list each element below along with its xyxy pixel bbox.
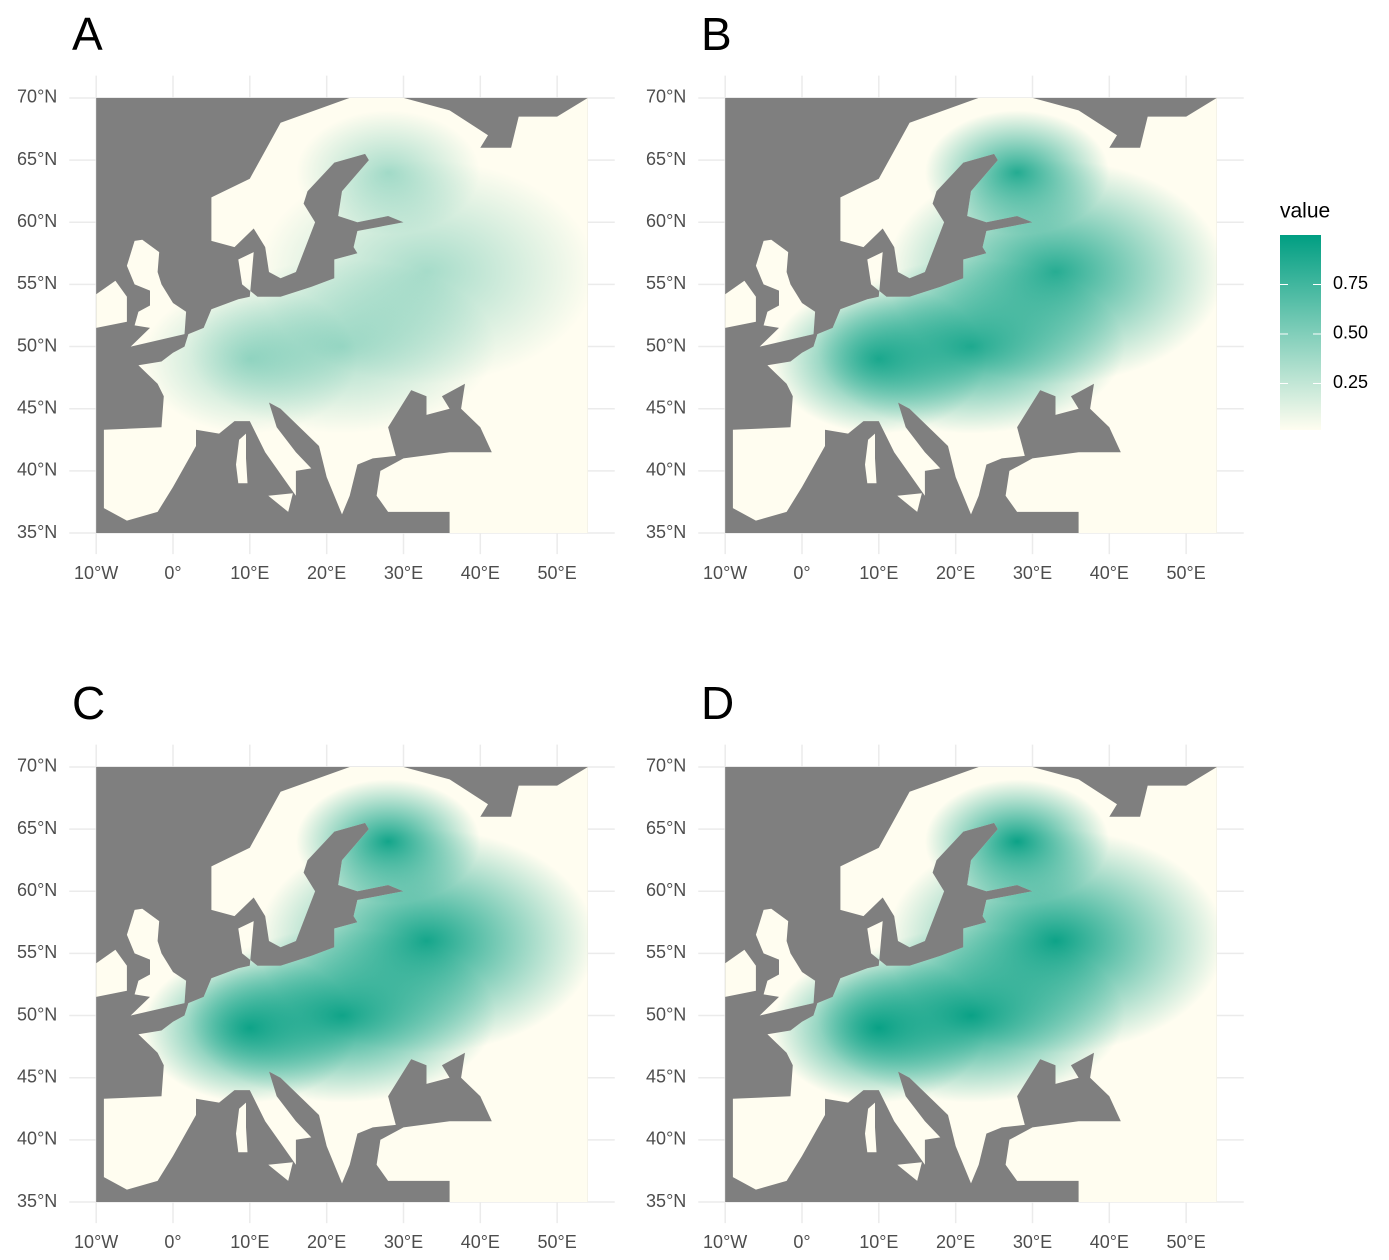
y-tick-label: 35°N [646, 522, 686, 542]
map-panel: C 35°N 40°N 45°N 50°N 55°N 60°N 65°N 70°N 10°W 0° 1… [17, 677, 615, 1252]
y-tick-label: 55°N [646, 273, 686, 293]
x-tick-label: 20°E [936, 1232, 975, 1252]
x-tick-label: 20°E [936, 563, 975, 583]
x-tick-label: 0° [793, 1232, 810, 1252]
x-tick-label: 10°E [859, 563, 898, 583]
figure: A 35°N 40°N 45°N 50°N 55°N 60°N 65°N 70°N 10°W 0° 1… [0, 0, 1389, 1255]
map-panel: D 35°N 40°N 45°N 50°N 55°N 60°N 65°N 70°N 10°W 0° 1… [646, 677, 1244, 1252]
colorbar [1280, 235, 1321, 430]
x-tick-label: 40°E [461, 563, 500, 583]
panel-label: A [72, 8, 103, 60]
x-tick-label: 50°E [538, 1232, 577, 1252]
y-tick-label: 65°N [646, 818, 686, 838]
x-tick-label: 10°W [74, 1232, 118, 1252]
legend-tick-label: 0.25 [1333, 372, 1368, 392]
y-tick-label: 55°N [17, 273, 57, 293]
map-panel: A 35°N 40°N 45°N 50°N 55°N 60°N 65°N 70°N 10°W 0° 1… [17, 8, 615, 583]
y-tick-label: 45°N [646, 1066, 686, 1086]
x-tick-label: 10°W [74, 563, 118, 583]
y-tick-label: 70°N [17, 756, 57, 776]
y-tick-label: 65°N [646, 149, 686, 169]
y-tick-label: 55°N [17, 942, 57, 962]
y-tick-label: 65°N [17, 818, 57, 838]
y-tick-label: 70°N [646, 756, 686, 776]
y-tick-label: 40°N [646, 1129, 686, 1149]
y-tick-label: 50°N [17, 335, 57, 355]
x-tick-label: 40°E [1090, 563, 1129, 583]
y-tick-label: 65°N [17, 149, 57, 169]
y-tick-label: 70°N [17, 87, 57, 107]
x-tick-label: 40°E [461, 1232, 500, 1252]
y-tick-label: 60°N [646, 211, 686, 231]
map-panel: B 35°N 40°N 45°N 50°N 55°N 60°N 65°N 70°N 10°W 0° 1… [646, 8, 1244, 583]
x-tick-label: 50°E [1167, 1232, 1206, 1252]
y-tick-label: 50°N [646, 335, 686, 355]
y-tick-label: 60°N [646, 880, 686, 900]
x-tick-label: 0° [164, 1232, 181, 1252]
x-tick-label: 20°E [307, 1232, 346, 1252]
x-tick-label: 30°E [384, 563, 423, 583]
x-tick-label: 30°E [1013, 563, 1052, 583]
x-tick-label: 20°E [307, 563, 346, 583]
x-tick-label: 10°E [230, 563, 269, 583]
panel-label: D [701, 677, 734, 729]
y-tick-label: 60°N [17, 880, 57, 900]
y-tick-label: 50°N [646, 1004, 686, 1024]
x-tick-label: 30°E [1013, 1232, 1052, 1252]
legend-tick-label: 0.50 [1333, 323, 1368, 343]
x-tick-label: 10°W [703, 1232, 747, 1252]
y-tick-label: 45°N [17, 397, 57, 417]
legend: value 0.25 0.50 0.75 [1280, 200, 1368, 430]
x-tick-label: 10°W [703, 563, 747, 583]
y-tick-label: 35°N [17, 1191, 57, 1211]
x-tick-label: 0° [793, 563, 810, 583]
y-tick-label: 55°N [646, 942, 686, 962]
panel-label: C [72, 677, 105, 729]
y-tick-label: 50°N [17, 1004, 57, 1024]
y-tick-label: 35°N [646, 1191, 686, 1211]
x-tick-label: 0° [164, 563, 181, 583]
y-tick-label: 60°N [17, 211, 57, 231]
x-tick-label: 10°E [859, 1232, 898, 1252]
legend-title: value [1280, 200, 1330, 223]
y-tick-label: 40°N [17, 460, 57, 480]
panel-label: B [701, 8, 732, 60]
legend-tick-label: 0.75 [1333, 273, 1368, 293]
x-tick-label: 50°E [538, 563, 577, 583]
x-tick-label: 40°E [1090, 1232, 1129, 1252]
y-tick-label: 40°N [17, 1129, 57, 1149]
x-tick-label: 50°E [1167, 563, 1206, 583]
y-tick-label: 45°N [646, 397, 686, 417]
y-tick-label: 45°N [17, 1066, 57, 1086]
y-tick-label: 70°N [646, 87, 686, 107]
y-tick-label: 40°N [646, 460, 686, 480]
x-tick-label: 30°E [384, 1232, 423, 1252]
y-tick-label: 35°N [17, 522, 57, 542]
x-tick-label: 10°E [230, 1232, 269, 1252]
